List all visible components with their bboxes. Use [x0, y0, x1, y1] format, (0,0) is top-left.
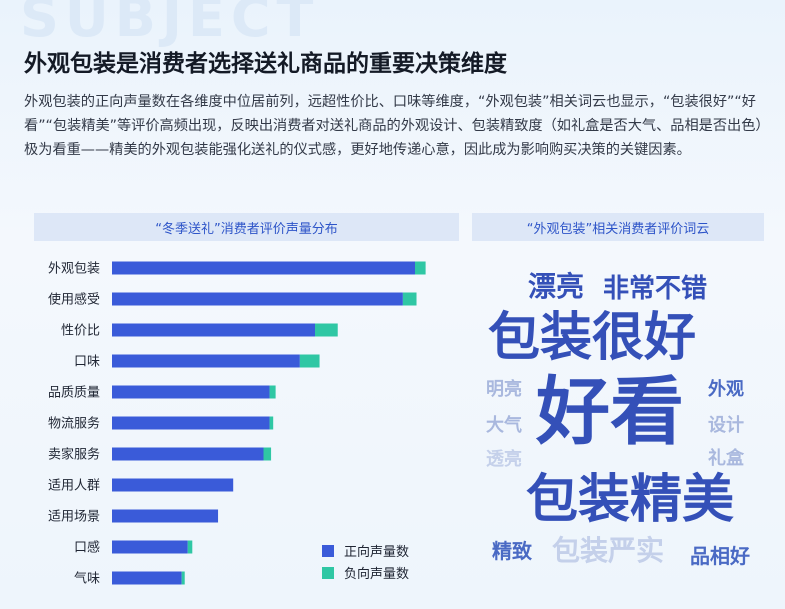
positive-bar	[112, 385, 270, 399]
page-description: 外观包装的正向声量数在各维度中位居前列，远超性价比、口味等维度，“外观包装”相关…	[24, 94, 763, 158]
wordcloud-word: 明亮	[486, 379, 522, 400]
wordcloud-word: 包装很好	[488, 308, 697, 368]
positive-bar	[112, 478, 234, 492]
negative-bar	[299, 354, 320, 368]
wordcloud-title: “外观包装”相关消费者评价词云	[472, 213, 764, 241]
positive-bar	[112, 416, 270, 430]
positive-bar	[112, 540, 188, 554]
category-label: 外观包装	[48, 262, 100, 277]
category-label: 卖家服务	[48, 447, 100, 463]
category-label: 口味	[74, 355, 100, 370]
category-label: 适用场景	[48, 510, 100, 525]
wordcloud-word: 品相好	[690, 544, 750, 568]
wordcloud-word: 包装严实	[552, 534, 665, 567]
negative-bar	[187, 540, 193, 554]
positive-bar	[112, 571, 182, 585]
wordcloud-word: 透亮	[486, 449, 522, 470]
legend-swatch	[322, 567, 334, 579]
wordcloud-word: 精致	[492, 539, 532, 563]
category-label: 气味	[74, 571, 100, 587]
negative-bar	[402, 292, 417, 306]
bar-chart-title: “冬季送礼”消费者评价声量分布	[34, 213, 459, 241]
positive-bar	[112, 354, 300, 368]
category-label: 性价比	[61, 324, 100, 339]
wordcloud-word: 外观	[708, 379, 744, 400]
positive-bar	[112, 261, 415, 275]
negative-bar	[415, 261, 426, 275]
negative-bar	[269, 385, 276, 399]
wordcloud-word: 好看	[536, 369, 684, 455]
legend-label: 负向声量数	[344, 566, 409, 582]
wordcloud-word: 礼盒	[708, 448, 744, 469]
negative-bar	[181, 571, 185, 585]
negative-bar	[263, 447, 272, 461]
positive-bar	[112, 323, 316, 337]
negative-bar	[269, 416, 274, 430]
background-watermark-word: SUBJECT	[20, 0, 320, 49]
negative-bar	[315, 323, 338, 337]
page-title: 外观包装是消费者选择送礼商品的重要决策维度	[24, 51, 507, 77]
positive-bar	[112, 509, 219, 523]
category-label: 口感	[74, 540, 100, 556]
legend-label: 正向声量数	[344, 544, 409, 560]
positive-bar	[112, 447, 264, 461]
wordcloud-word: 大气	[486, 415, 522, 436]
wordcloud-word: 设计	[708, 415, 744, 436]
legend-swatch	[322, 545, 334, 557]
wordcloud-word: 包装精美	[526, 470, 735, 530]
wordcloud-word: 非常不错	[603, 274, 708, 304]
positive-bar	[112, 292, 403, 306]
category-label: 品质质量	[48, 386, 100, 401]
wordcloud-word: 漂亮	[528, 270, 585, 303]
category-label: 适用人群	[48, 479, 100, 494]
category-label: 使用感受	[48, 292, 100, 308]
category-label: 物流服务	[48, 416, 100, 432]
